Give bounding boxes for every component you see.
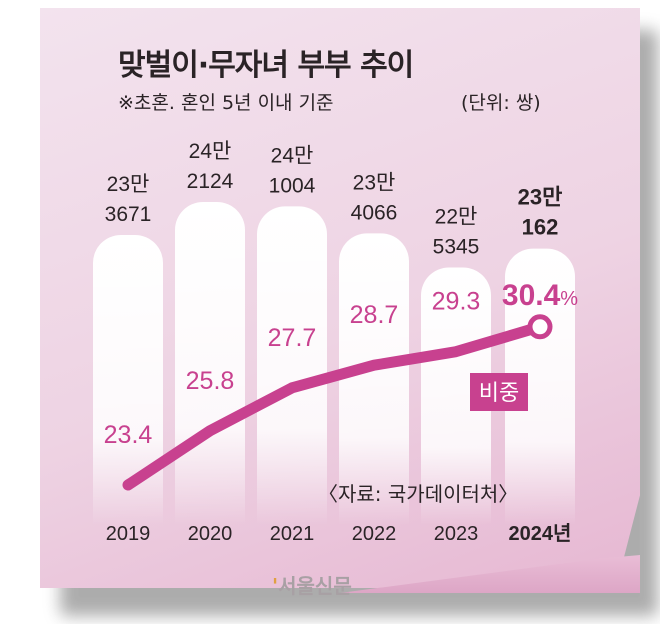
count-label: 24만 (271, 144, 314, 167)
unit-label: (단위: 쌍) (461, 92, 541, 114)
count-label: 22만 (435, 205, 478, 228)
share-label: 23.4 (104, 421, 153, 449)
count-label: 2124 (187, 170, 234, 193)
count-label: 5345 (433, 235, 480, 258)
share-label: 25.8 (186, 367, 235, 395)
count-bar (175, 202, 245, 525)
share-line (122, 321, 546, 491)
count-bar (505, 248, 575, 525)
share-label: 29.3 (432, 288, 481, 316)
source-label: 〈자료: 국가데이터처〉 (318, 482, 519, 506)
chart-title: 맞벌이·무자녀 부부 추이 (118, 48, 414, 83)
share-label: 27.7 (268, 324, 317, 352)
series-legend-box (470, 373, 528, 411)
count-bar (421, 267, 491, 525)
year-tick-label: 2022 (352, 523, 397, 545)
percent-unit: % (560, 288, 578, 310)
count-label: 162 (522, 215, 559, 240)
count-bar (93, 234, 163, 525)
year-tick-label: 2021 (270, 523, 315, 545)
count-label: 24만 (189, 140, 232, 163)
year-tick-label: 2019 (106, 523, 151, 545)
count-label: 1004 (269, 174, 316, 197)
year-tick-label: 2023 (434, 523, 479, 545)
publisher-logo: 서울신문 (272, 570, 352, 599)
series-legend-label: 비중 (479, 380, 519, 405)
share-endpoint-marker (527, 314, 553, 340)
count-label: 23만 (107, 173, 150, 196)
year-tick-label: 2020 (188, 523, 233, 545)
count-label: 23만 (353, 171, 396, 194)
chart-note: ※초혼. 혼인 5년 이내 기준 (118, 92, 334, 114)
count-label: 23만 (518, 185, 563, 210)
count-bar (339, 233, 409, 525)
count-label: 4066 (351, 201, 398, 224)
share-label: 28.7 (350, 301, 399, 329)
count-label: 3671 (105, 203, 152, 226)
year-tick-label: 2024년 (509, 522, 572, 545)
count-bar (257, 206, 327, 526)
